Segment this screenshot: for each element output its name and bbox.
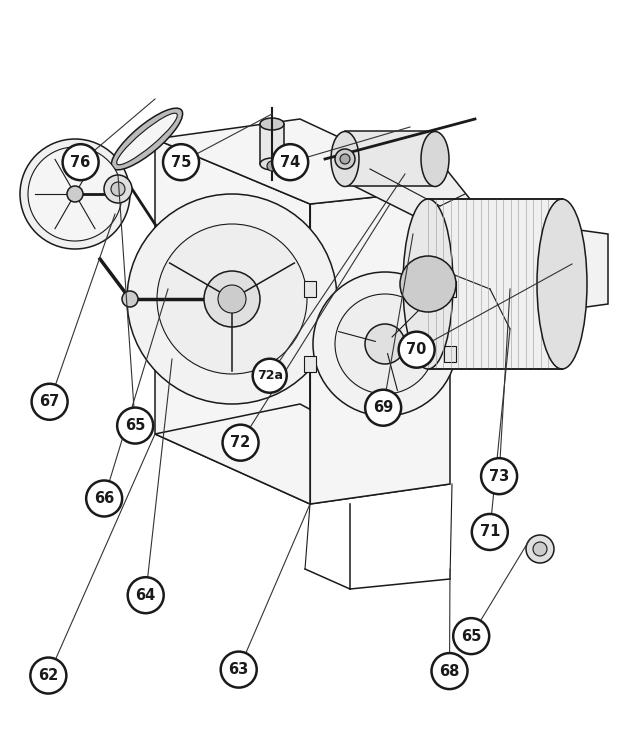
- Polygon shape: [310, 189, 450, 504]
- Text: 64: 64: [136, 588, 156, 603]
- Circle shape: [218, 285, 246, 313]
- Polygon shape: [155, 404, 450, 504]
- Circle shape: [128, 577, 164, 613]
- Circle shape: [472, 514, 508, 550]
- Circle shape: [526, 535, 554, 563]
- Text: 72a: 72a: [257, 369, 283, 382]
- Polygon shape: [155, 139, 310, 504]
- Text: 76: 76: [71, 155, 91, 170]
- Circle shape: [335, 149, 355, 169]
- Ellipse shape: [260, 118, 284, 130]
- Circle shape: [221, 652, 257, 687]
- Text: 69: 69: [373, 400, 393, 415]
- Bar: [444, 281, 456, 297]
- Circle shape: [400, 256, 456, 312]
- Circle shape: [365, 390, 401, 426]
- Bar: [428, 199, 563, 369]
- Text: 65: 65: [125, 418, 145, 433]
- Text: 71: 71: [480, 525, 500, 539]
- Circle shape: [272, 144, 308, 180]
- Circle shape: [399, 332, 435, 368]
- Circle shape: [340, 154, 350, 164]
- Circle shape: [28, 147, 122, 241]
- Circle shape: [104, 175, 132, 203]
- Text: 63: 63: [229, 662, 249, 677]
- Ellipse shape: [260, 158, 284, 170]
- Bar: [345, 131, 435, 186]
- Circle shape: [533, 542, 547, 556]
- Text: 62: 62: [38, 668, 58, 683]
- Circle shape: [223, 425, 259, 461]
- Bar: [304, 281, 316, 297]
- Circle shape: [20, 139, 130, 249]
- Circle shape: [335, 294, 435, 394]
- Text: 65: 65: [461, 629, 481, 644]
- Circle shape: [63, 144, 99, 180]
- Text: 66: 66: [94, 491, 114, 506]
- Circle shape: [30, 658, 66, 693]
- Polygon shape: [155, 119, 450, 204]
- Circle shape: [117, 408, 153, 443]
- Circle shape: [453, 618, 489, 654]
- Text: 74: 74: [280, 155, 300, 170]
- Circle shape: [481, 458, 517, 494]
- Circle shape: [32, 384, 68, 420]
- Polygon shape: [452, 234, 520, 329]
- Circle shape: [432, 653, 467, 689]
- Circle shape: [204, 271, 260, 327]
- Text: eReplacementParts.com: eReplacementParts.com: [246, 299, 374, 309]
- Circle shape: [86, 481, 122, 516]
- Text: 68: 68: [440, 664, 459, 679]
- Text: 72: 72: [231, 435, 250, 450]
- Polygon shape: [350, 134, 470, 224]
- Ellipse shape: [421, 132, 449, 187]
- Ellipse shape: [331, 132, 359, 187]
- Ellipse shape: [112, 108, 183, 170]
- Text: 70: 70: [407, 342, 427, 357]
- Polygon shape: [572, 229, 608, 309]
- Text: 67: 67: [40, 394, 60, 409]
- Circle shape: [313, 272, 457, 416]
- Circle shape: [163, 144, 199, 180]
- Text: 73: 73: [489, 469, 509, 484]
- Circle shape: [122, 291, 138, 307]
- Circle shape: [267, 161, 277, 171]
- Text: 75: 75: [171, 155, 191, 170]
- Bar: [260, 124, 284, 164]
- Circle shape: [365, 324, 405, 364]
- Ellipse shape: [403, 199, 453, 369]
- Bar: [444, 346, 456, 362]
- Circle shape: [111, 182, 125, 196]
- Ellipse shape: [537, 199, 587, 369]
- Circle shape: [127, 194, 337, 404]
- Circle shape: [253, 359, 286, 393]
- Circle shape: [157, 224, 307, 374]
- Bar: [304, 356, 316, 372]
- Circle shape: [67, 186, 83, 202]
- Ellipse shape: [117, 113, 177, 165]
